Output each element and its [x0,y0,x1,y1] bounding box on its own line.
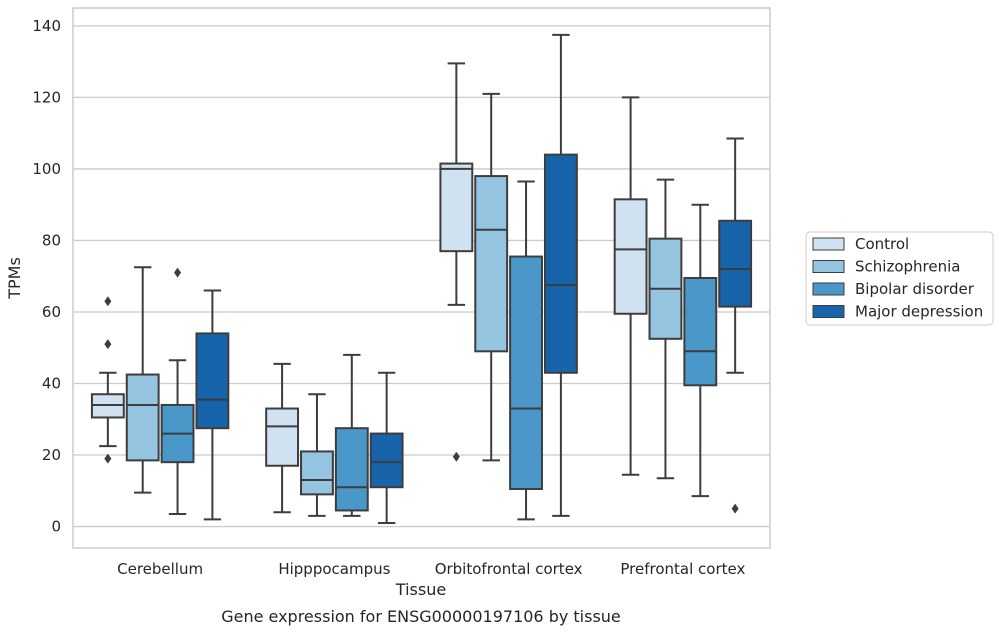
box-bipolar-disorder-orbitofrontal-cortex [509,180,543,521]
iqr-box [125,373,160,462]
box-schizophrenia-orbitofrontal-cortex [474,92,509,462]
x-tick-labels: Cerebellum Hipppocampus Orbitofrontal cort… [117,560,745,578]
iqr-box [300,450,334,496]
outlier-point [174,267,182,278]
x-tick-label: Orbitofrontal cortex [435,560,583,578]
box-control-orbitofrontal-cortex [439,62,474,462]
box-plot-area [90,33,753,524]
y-tick-label: 40 [42,374,61,392]
x-tick-label: Cerebellum [117,560,203,578]
y-tick-label: 100 [32,160,61,178]
legend-label: Control [855,235,909,253]
outlier-point [104,339,112,350]
iqr-box [265,407,300,467]
y-tick-label: 80 [42,231,61,249]
iqr-box [683,277,718,387]
outlier-point [104,453,112,464]
iqr-box [613,198,648,315]
y-axis-label: TPMs [5,257,24,300]
iqr-box [334,427,369,512]
box-bipolar-disorder-hipppocampus [334,353,369,517]
iqr-box [509,255,543,490]
iqr-box [439,162,474,253]
box-control-hipppocampus [265,362,300,514]
x-tick-label: Hipppocampus [278,560,390,578]
y-tick-label: 120 [32,88,61,106]
iqr-box [718,219,753,308]
y-tick-labels: 0 20 40 60 80 100 120 140 [32,17,61,536]
legend: Control Schizophrenia Bipolar disorder Majo… [805,231,994,326]
y-tick-label: 140 [32,17,61,35]
plot-frame [72,7,771,549]
box-major-depression-prefrontal-cortex [718,137,753,514]
y-tick-label: 0 [51,518,61,536]
legend-label: Major depression [855,303,983,321]
box-bipolar-disorder-prefrontal-cortex [683,203,718,498]
outlier-point [452,451,460,462]
legend-swatch [812,305,845,318]
chart-caption: Gene expression for ENSG00000197106 by t… [221,607,621,626]
box-bipolar-disorder-cerebellum [160,267,195,516]
box-schizophrenia-hipppocampus [300,393,334,517]
box-control-cerebellum [90,296,125,464]
box-schizophrenia-cerebellum [125,266,160,494]
iqr-box [195,332,230,430]
legend-swatch [812,237,845,251]
iqr-box [369,432,404,489]
y-tick-label: 60 [42,303,61,321]
iqr-box [543,153,578,374]
y-tick-label: 20 [42,446,61,464]
legend-frame [805,231,994,326]
legend-label: Bipolar disorder [855,280,975,298]
box-major-depression-cerebellum [195,289,230,521]
outlier-point [731,503,739,514]
legend-swatch [812,282,845,296]
x-tick-label: Prefrontal cortex [620,560,745,578]
outlier-point [104,296,112,307]
legend-swatch [812,260,845,273]
box-schizophrenia-prefrontal-cortex [648,178,683,480]
legend-label: Schizophrenia [855,258,960,276]
x-axis-label: Tissue [395,580,446,599]
box-control-prefrontal-cortex [613,96,648,476]
box-major-depression-orbitofrontal-cortex [543,33,578,517]
iqr-box [474,175,509,353]
box-major-depression-hipppocampus [369,371,404,524]
